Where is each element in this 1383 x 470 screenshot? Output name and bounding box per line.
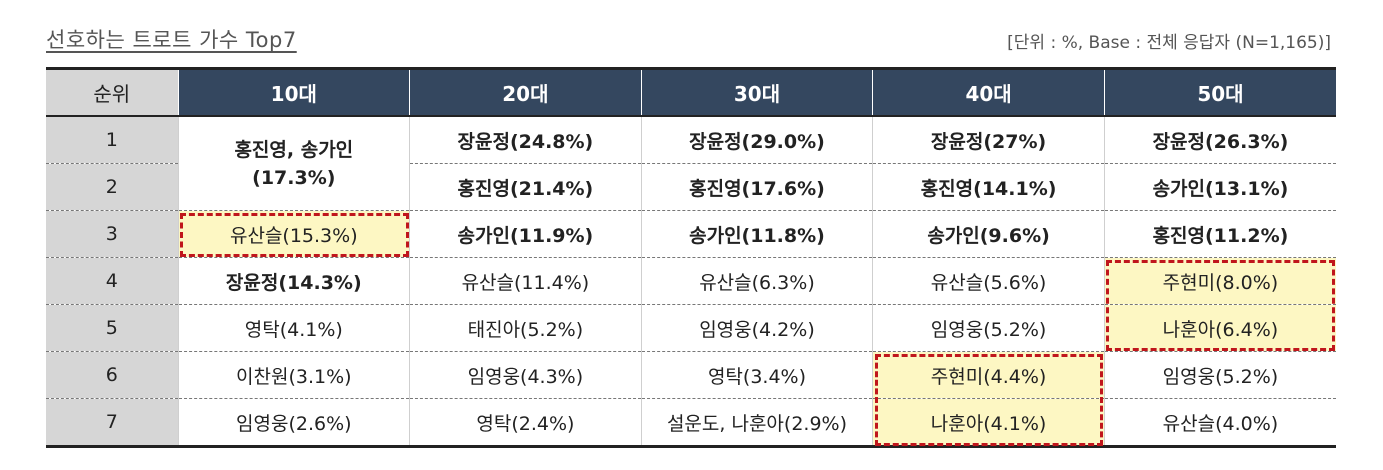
column-header-40s: 40대 xyxy=(872,67,1105,117)
rank-cell: 6 xyxy=(46,351,178,399)
table-cell: 영탁(3.4%) xyxy=(640,351,873,399)
table-cell-highlighted: 주현미(4.4%) xyxy=(872,351,1105,399)
table-cell: 홍진영(14.1%) xyxy=(872,163,1105,211)
table-cell: 홍진영(11.2%) xyxy=(1103,210,1336,258)
table-cell: 임영웅(4.3%) xyxy=(409,351,642,399)
table-row: 5 영탁(4.1%) 태진아(5.2%) 임영웅(4.2%) 임영웅(5.2%)… xyxy=(46,304,1336,352)
ranking-table: 순위 10대 20대 30대 40대 50대 1 홍진영, 송가인 (17.3%… xyxy=(46,67,1336,448)
column-header-rank: 순위 xyxy=(46,67,178,117)
table-cell: 설운도, 나훈아(2.9%) xyxy=(640,398,873,448)
column-header-10s: 10대 xyxy=(177,67,410,117)
merged-cell-line1: 홍진영, 송가인 xyxy=(234,138,354,161)
table-cell: 임영웅(5.2%) xyxy=(872,304,1105,352)
table-cell: 장윤정(29.0%) xyxy=(640,116,873,164)
merged-cell-10s-rank1-2: 홍진영, 송가인 (17.3%) xyxy=(177,116,410,211)
table-cell: 임영웅(2.6%) xyxy=(177,398,410,448)
table-cell: 송가인(11.9%) xyxy=(409,210,642,258)
table-cell: 송가인(11.8%) xyxy=(640,210,873,258)
column-header-30s: 30대 xyxy=(640,67,873,117)
table-cell: 유산슬(5.6%) xyxy=(872,257,1105,305)
table-cell: 장윤정(27%) xyxy=(872,116,1105,164)
table-row: 2 홍진영(21.4%) 홍진영(17.6%) 홍진영(14.1%) 송가인(1… xyxy=(46,163,1336,211)
table-row: 3 유산슬(15.3%) 송가인(11.9%) 송가인(11.8%) 송가인(9… xyxy=(46,210,1336,258)
table-cell: 홍진영(17.6%) xyxy=(640,163,873,211)
column-header-20s: 20대 xyxy=(409,67,642,117)
rank-cell: 2 xyxy=(46,163,178,211)
table-cell: 영탁(2.4%) xyxy=(409,398,642,448)
chart-title: 선호하는 트로트 가수 Top7 xyxy=(46,28,297,52)
table-cell: 유산슬(11.4%) xyxy=(409,257,642,305)
table-row: 1 홍진영, 송가인 (17.3%) 장윤정(24.8%) 장윤정(29.0%)… xyxy=(46,116,1336,211)
table-cell-highlighted: 주현미(8.0%) xyxy=(1103,257,1336,305)
table-row: 4 장윤정(14.3%) 유산슬(11.4%) 유산슬(6.3%) 유산슬(5.… xyxy=(46,257,1336,305)
table-cell: 장윤정(24.8%) xyxy=(409,116,642,164)
rank-cell: 4 xyxy=(46,257,178,305)
table-row: 7 임영웅(2.6%) 영탁(2.4%) 설운도, 나훈아(2.9%) 나훈아(… xyxy=(46,398,1336,448)
table-cell: 송가인(13.1%) xyxy=(1103,163,1336,211)
table-cell: 송가인(9.6%) xyxy=(872,210,1105,258)
rank-cell: 7 xyxy=(46,398,178,448)
merged-cell-line2: (17.3%) xyxy=(252,166,336,189)
unit-note: [단위 : %, Base : 전체 응답자 (N=1,165)] xyxy=(1007,33,1331,53)
table-cell: 유산슬(6.3%) xyxy=(640,257,873,305)
table-cell: 임영웅(4.2%) xyxy=(640,304,873,352)
column-header-50s: 50대 xyxy=(1103,67,1336,117)
table-cell-highlighted: 유산슬(15.3%) xyxy=(177,210,410,258)
rank-cell: 5 xyxy=(46,304,178,352)
table-cell-highlighted: 나훈아(6.4%) xyxy=(1103,304,1336,352)
header-row: 순위 10대 20대 30대 40대 50대 xyxy=(46,67,1336,117)
table-cell-highlighted: 나훈아(4.1%) xyxy=(872,398,1105,448)
table-cell: 유산슬(4.0%) xyxy=(1103,398,1336,448)
table-cell: 장윤정(26.3%) xyxy=(1103,116,1336,164)
table-cell: 홍진영(21.4%) xyxy=(409,163,642,211)
table-cell: 장윤정(14.3%) xyxy=(177,257,410,305)
table-row: 6 이찬원(3.1%) 임영웅(4.3%) 영탁(3.4%) 주현미(4.4%)… xyxy=(46,351,1336,399)
rank-cell: 1 xyxy=(46,116,178,164)
table-cell: 태진아(5.2%) xyxy=(409,304,642,352)
table-cell: 영탁(4.1%) xyxy=(177,304,410,352)
table-cell: 임영웅(5.2%) xyxy=(1103,351,1336,399)
table-cell: 이찬원(3.1%) xyxy=(177,351,410,399)
rank-cell: 3 xyxy=(46,210,178,258)
